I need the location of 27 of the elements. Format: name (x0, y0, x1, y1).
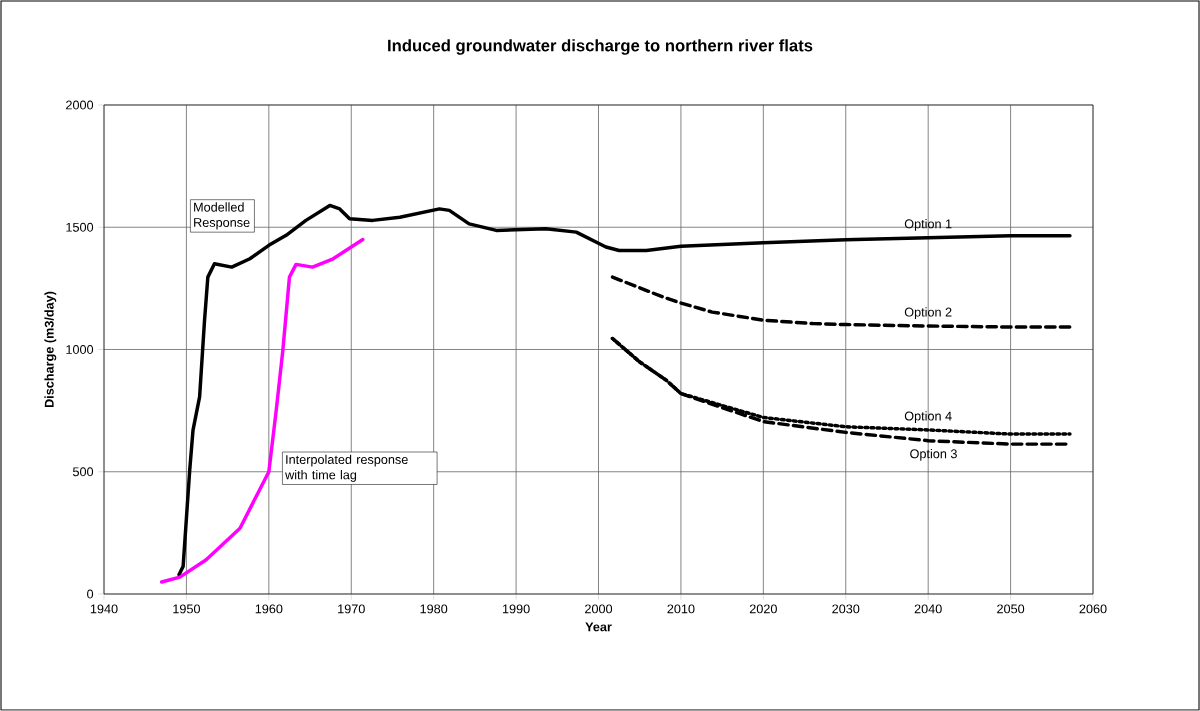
x-tick-label: 1980 (420, 604, 448, 614)
x-tick-label: 1940 (90, 604, 118, 614)
x-tick-label: 2020 (749, 604, 777, 614)
series-label: Option 2 (904, 307, 952, 320)
x-tick-label: 2050 (997, 604, 1025, 614)
x-tick-label: 1990 (502, 604, 530, 614)
y-tick-label: 500 (72, 467, 94, 477)
series-label: Option 4 (904, 411, 952, 424)
x-tick-label: 1950 (173, 604, 200, 614)
y-tick-label: 2000 (66, 100, 94, 110)
annotation: Option 1 (904, 219, 952, 231)
y-tick-label: 1500 (66, 222, 94, 232)
y-axis-title: Discharge (m3/day) (44, 291, 57, 408)
chart-title: Induced groundwater discharge to northern river flats (388, 39, 813, 55)
x-tick-label: 2040 (914, 604, 942, 614)
y-tick-label: 1000 (66, 345, 94, 354)
x-tick-label: 2000 (585, 604, 613, 614)
y-tick-label: 0 (87, 589, 94, 599)
x-tick-label: 2010 (667, 604, 695, 614)
x-tick-label: 2030 (832, 604, 860, 614)
x-tick-label: 2060 (1079, 604, 1107, 614)
x-tick-label: 1960 (255, 604, 283, 614)
x-tick-label: 1970 (338, 604, 365, 614)
series-label: Option 3 (910, 448, 957, 461)
x-axis-title: Year (585, 622, 612, 632)
series-label: Modelled Response (194, 202, 250, 230)
series-label: Interpolated response with time lag (285, 454, 408, 482)
